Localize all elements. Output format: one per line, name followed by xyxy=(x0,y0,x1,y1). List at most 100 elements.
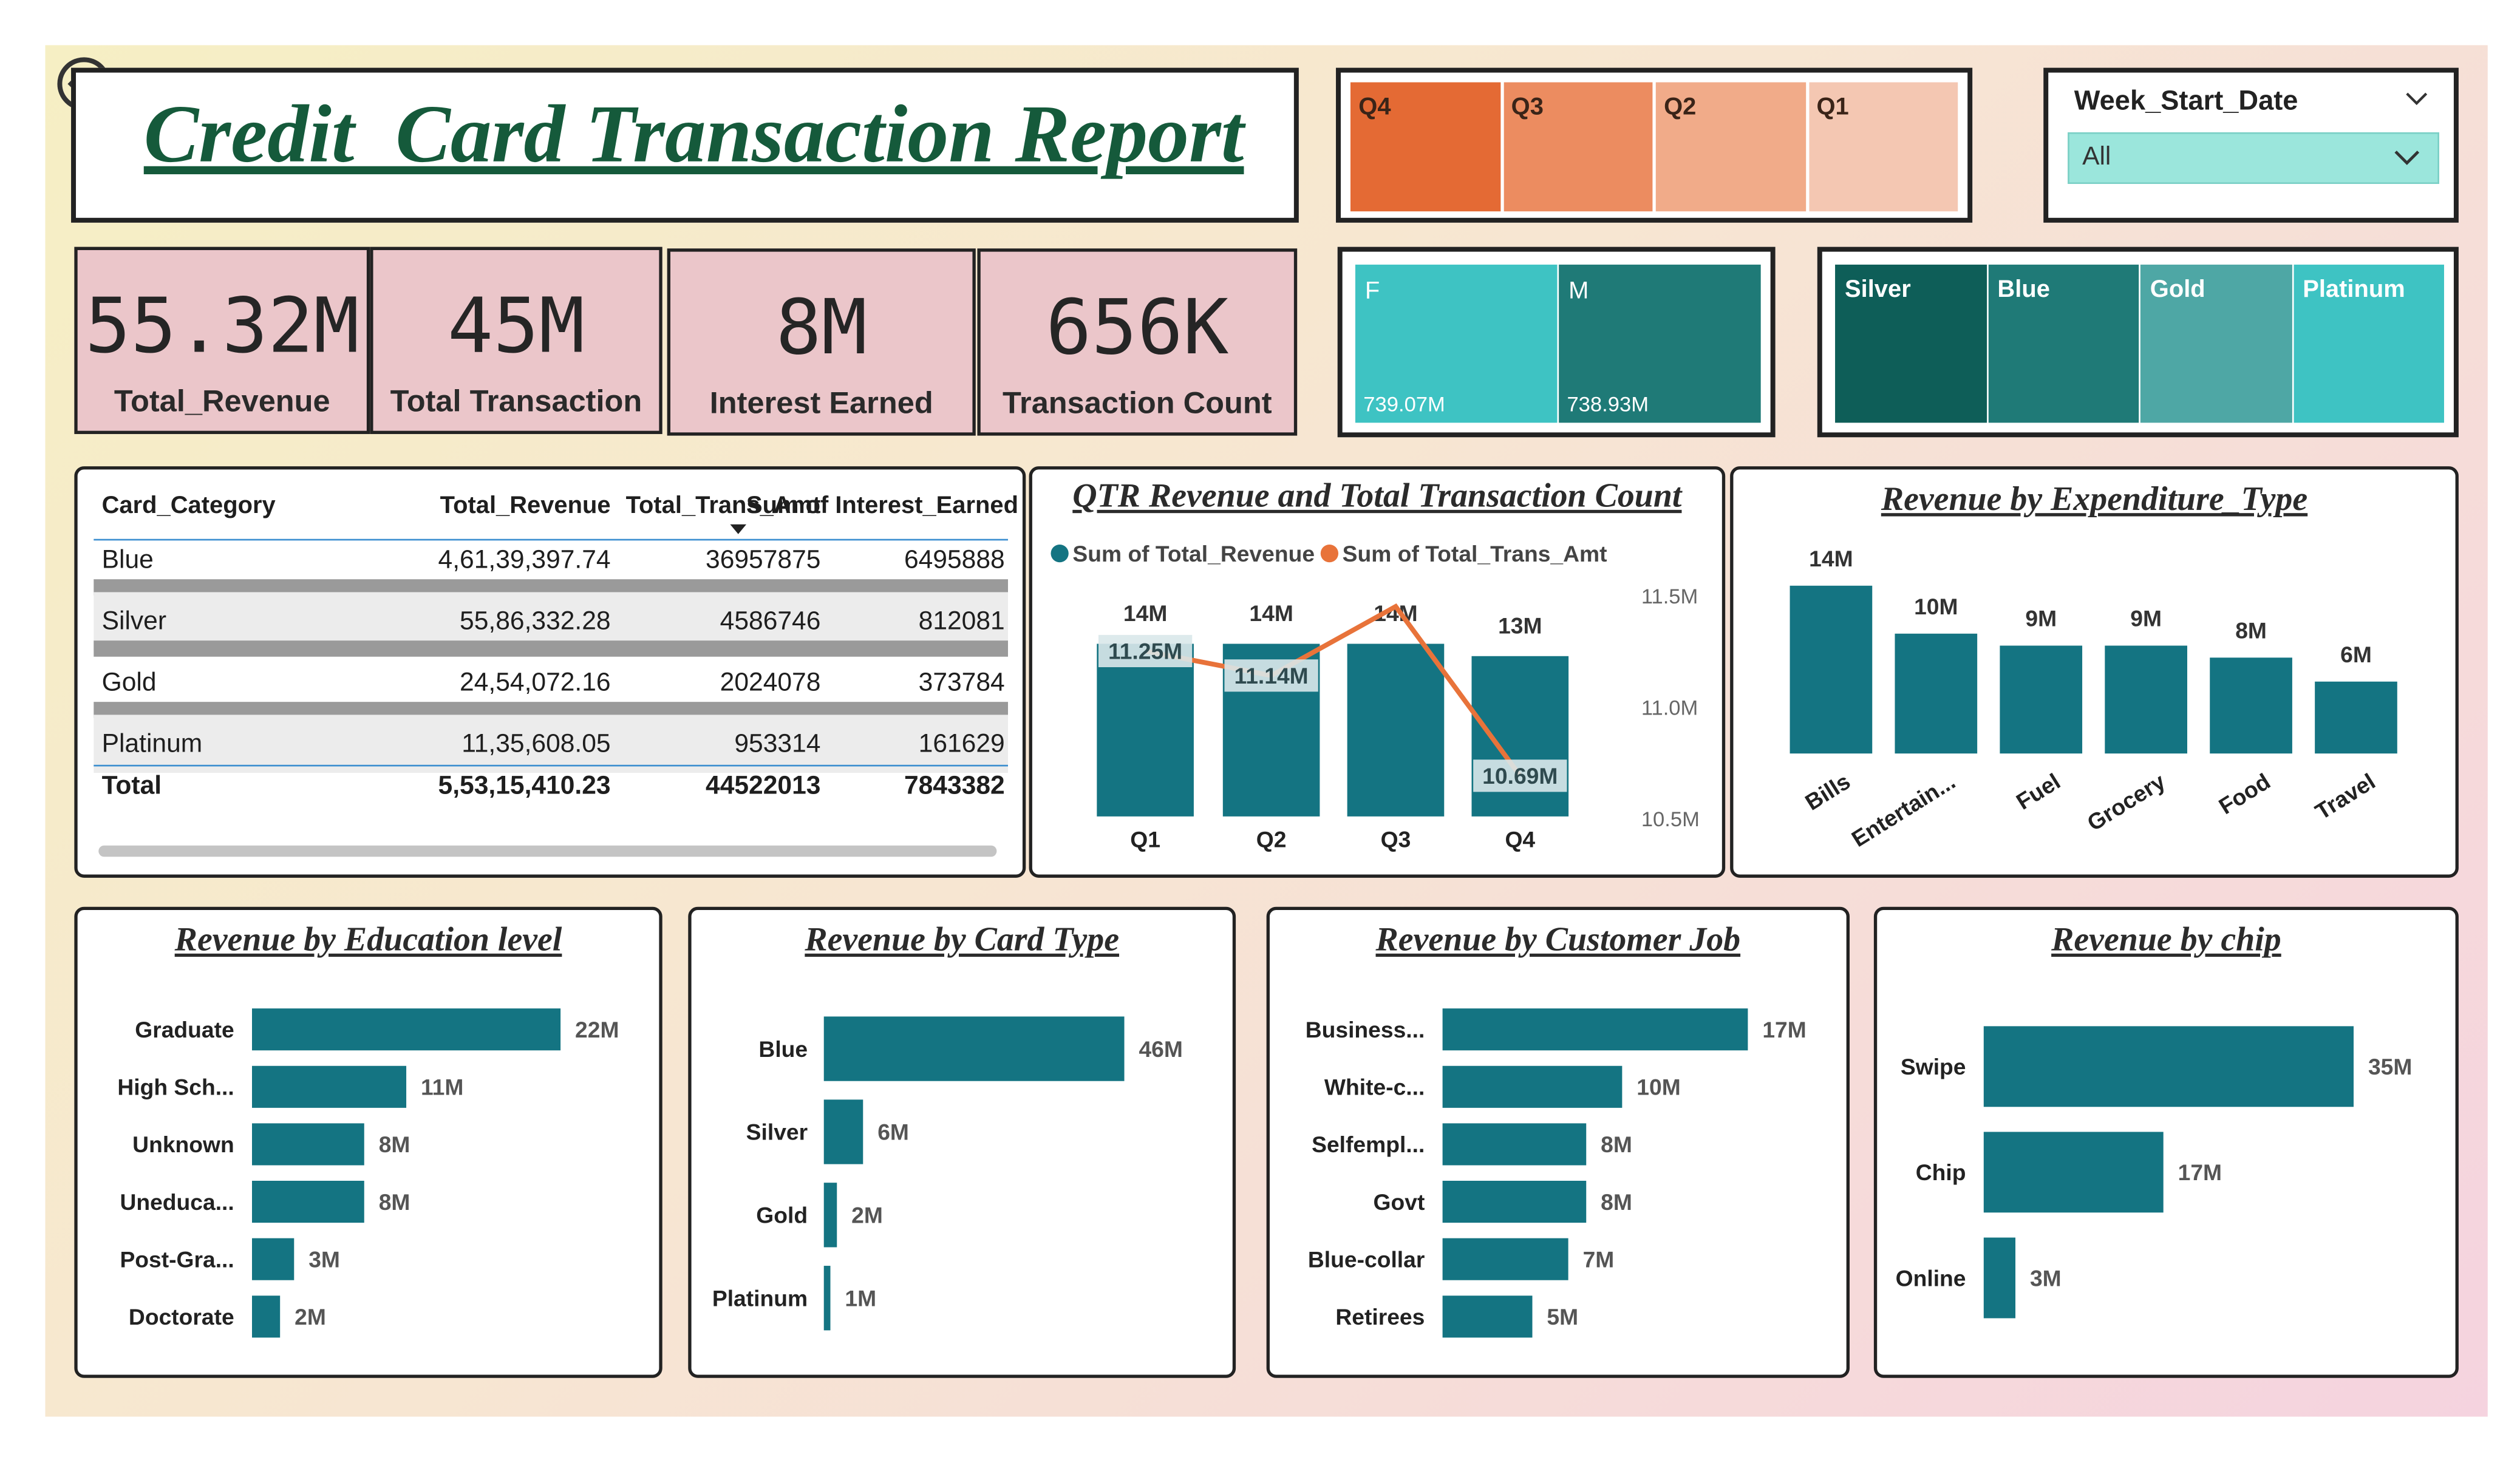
column-header[interactable]: Sum of Interest_Earned xyxy=(746,492,1019,520)
hbar[interactable] xyxy=(252,1065,407,1108)
chart-title: QTR Revenue and Total Transaction Count xyxy=(1072,476,1682,515)
axis-tick-label: 11.5M xyxy=(1641,585,1698,608)
line-label-bg xyxy=(1098,634,1193,668)
table-cell: 953314 xyxy=(734,730,821,759)
card-tile-label: Blue xyxy=(1997,276,2050,304)
line-label-bg xyxy=(1224,659,1318,692)
week-dropdown[interactable]: All xyxy=(2068,132,2439,184)
x-tick-label: Travel xyxy=(2311,769,2380,825)
hbar[interactable] xyxy=(252,1008,561,1051)
expenditure-bar[interactable] xyxy=(1895,633,1978,754)
hbar[interactable] xyxy=(823,1099,863,1164)
trans-amt-line[interactable] xyxy=(1145,603,1522,778)
hbar[interactable] xyxy=(252,1123,364,1166)
hbar[interactable] xyxy=(1442,1180,1587,1223)
table-cell: 55,86,332.28 xyxy=(460,608,611,636)
hbar[interactable] xyxy=(1442,1123,1587,1166)
table-cell: 812081 xyxy=(918,608,1005,636)
card-tile-silver[interactable]: Silver xyxy=(1835,264,1986,423)
hbar[interactable] xyxy=(823,1016,1125,1081)
chart-title: Revenue by Card Type xyxy=(805,919,1120,959)
expenditure-bar[interactable] xyxy=(2000,645,2083,754)
y-tick-label: High Sch... xyxy=(117,1075,234,1100)
y-tick-label: Blue xyxy=(758,1036,808,1062)
y-tick-label: Selfempl... xyxy=(1312,1132,1425,1157)
y-tick-label: Retirees xyxy=(1335,1304,1425,1330)
bar-data-label: 3M xyxy=(2030,1265,2062,1291)
expenditure-bar[interactable] xyxy=(2210,657,2292,754)
quarter-tile-q3[interactable]: Q3 xyxy=(1503,82,1653,212)
card-tile-blue[interactable]: Blue xyxy=(1987,264,2139,423)
hbar[interactable] xyxy=(1983,1237,2016,1319)
bar-data-label: 8M xyxy=(379,1189,410,1215)
kpi-value: 8M xyxy=(775,284,868,373)
quarter-tile-q4[interactable]: Q4 xyxy=(1350,82,1500,212)
gender-tile-m[interactable]: M 738.93M xyxy=(1559,264,1761,423)
hbar[interactable] xyxy=(1442,1238,1568,1280)
hbar[interactable] xyxy=(1442,1296,1533,1338)
table-cell: 36957875 xyxy=(706,546,821,575)
legend-marker xyxy=(1320,545,1339,563)
quarter-tile-q1[interactable]: Q1 xyxy=(1808,82,1958,212)
expenditure-bar[interactable] xyxy=(2105,645,2187,754)
chart-title: Revenue by Education level xyxy=(174,919,562,959)
table-total-cell: 5,53,15,410.23 xyxy=(438,773,611,801)
x-tick-label: Q1 xyxy=(1130,826,1160,852)
kpi-label: Interest Earned xyxy=(709,387,933,421)
chart-title: Revenue by chip xyxy=(2051,919,2281,959)
chevron-down-icon[interactable] xyxy=(2403,89,2430,108)
hbar[interactable] xyxy=(1442,1065,1623,1108)
kpi-card: 656K Transaction Count xyxy=(977,248,1298,436)
bar-data-label: 6M xyxy=(2340,642,2372,667)
x-tick-label: Q3 xyxy=(1381,826,1411,852)
hbar[interactable] xyxy=(252,1180,364,1223)
column-header[interactable]: Total_Trans_Amt xyxy=(625,492,821,520)
hbar[interactable] xyxy=(252,1238,295,1280)
hbar[interactable] xyxy=(1442,1008,1748,1051)
bar-data-label: 2M xyxy=(295,1304,326,1330)
expenditure-bar[interactable] xyxy=(2315,681,2397,754)
hbar[interactable] xyxy=(1983,1026,2354,1107)
chart-title: Revenue by Expenditure_Type xyxy=(1881,479,2308,518)
card-tile-label: Gold xyxy=(2150,276,2205,304)
y-tick-label: Online xyxy=(1896,1265,1966,1291)
expenditure-bar[interactable] xyxy=(1790,585,1873,754)
quarter-tile-q2[interactable]: Q2 xyxy=(1655,82,1805,212)
card-tile-gold[interactable]: Gold xyxy=(2140,264,2292,423)
card-tile-platinum[interactable]: Platinum xyxy=(2293,264,2444,423)
gender-label: F xyxy=(1364,277,1380,305)
x-tick-label: Entertain... xyxy=(1847,769,1960,852)
chart-title: Revenue by Customer Job xyxy=(1375,919,1741,959)
y-tick-label: Platinum xyxy=(712,1286,808,1311)
revenue-bar[interactable] xyxy=(1471,656,1569,817)
gender-tile-f[interactable]: F 739.07M xyxy=(1355,264,1558,423)
hbar[interactable] xyxy=(823,1183,837,1248)
hbar[interactable] xyxy=(252,1296,281,1338)
table-cell: 6495888 xyxy=(904,546,1005,575)
hbar[interactable] xyxy=(823,1266,831,1331)
axis-tick-label: 11.0M xyxy=(1641,696,1698,719)
page-title: Credit Card Transaction Report xyxy=(143,90,1244,181)
gender-value: 738.93M xyxy=(1567,392,1649,416)
expenditure-chart-panel: Revenue by Expenditure_Type 14M Bills 10M E… xyxy=(1730,466,2459,878)
gender-label: M xyxy=(1568,277,1589,305)
y-tick-label: Graduate xyxy=(135,1017,234,1042)
gender-treemap: F 739.07M M 738.93M xyxy=(1337,246,1776,438)
bar-data-label: 13M xyxy=(1498,613,1542,639)
bar-data-label: 8M xyxy=(379,1132,410,1157)
dropdown-value: All xyxy=(2082,143,2111,171)
column-header[interactable]: Card_Category xyxy=(101,492,276,520)
horizontal-scrollbar[interactable] xyxy=(98,845,997,857)
sort-desc-icon[interactable] xyxy=(729,523,748,535)
kpi-label: Total_Revenue xyxy=(114,385,330,420)
cardtype-chart-panel: Revenue by Card Type Blue 46M Silver 6M Gold… xyxy=(688,906,1236,1378)
x-tick-label: Bills xyxy=(1800,769,1854,815)
line-data-label: 10.69M xyxy=(1482,763,1558,789)
hbar[interactable] xyxy=(1983,1132,2164,1213)
column-header[interactable]: Total_Revenue xyxy=(440,492,611,520)
revenue-bar[interactable] xyxy=(1097,644,1194,817)
bar-data-label: 46M xyxy=(1139,1036,1182,1062)
kpi-label: Transaction Count xyxy=(1002,387,1272,421)
bar-data-label: 3M xyxy=(308,1246,340,1272)
revenue-bar[interactable] xyxy=(1347,644,1445,817)
